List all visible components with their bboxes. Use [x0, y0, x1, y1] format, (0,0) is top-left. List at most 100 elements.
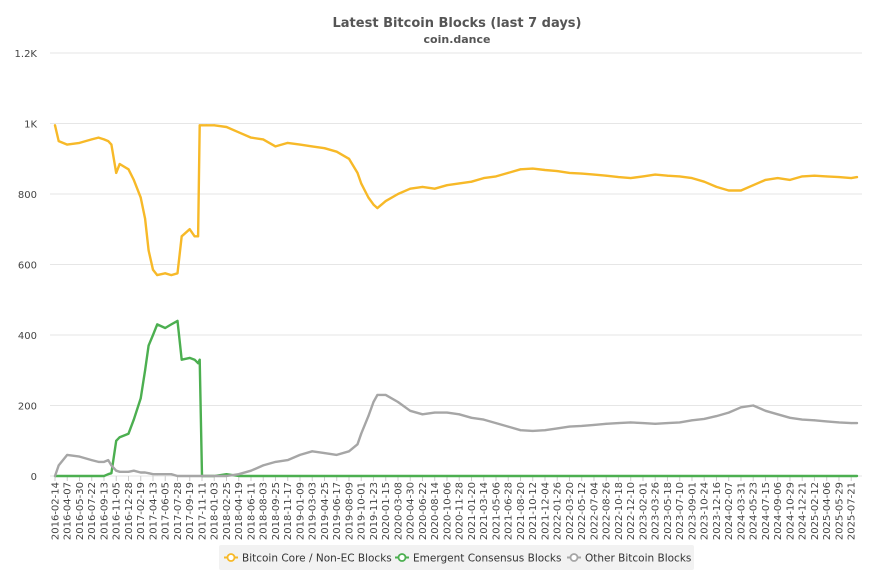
data-point — [360, 475, 363, 477]
data-point — [789, 475, 791, 477]
x-tick-label: 2016-11-05 — [112, 482, 123, 540]
data-point — [629, 475, 632, 477]
data-point — [193, 235, 196, 238]
data-point — [367, 475, 370, 477]
data-point — [176, 319, 179, 322]
data-point — [856, 475, 858, 477]
x-tick-label: 2023-02-01 — [638, 482, 649, 540]
y-tick-label: 1K — [24, 120, 37, 131]
data-point — [654, 422, 657, 425]
legend-label: Other Bitcoin Blocks — [585, 553, 691, 565]
data-point — [568, 425, 571, 428]
data-point — [678, 475, 681, 477]
data-point — [666, 174, 669, 177]
x-tick-label: 2022-08-26 — [602, 482, 613, 540]
legend-label: Emergent Consensus Blocks — [413, 553, 562, 565]
data-point — [144, 471, 147, 474]
data-point — [703, 475, 706, 477]
data-point — [776, 413, 779, 416]
data-point — [838, 176, 840, 179]
x-tick-label: 2021-08-20 — [516, 482, 527, 540]
data-point — [495, 175, 497, 178]
data-point — [201, 124, 203, 127]
legend-item-2[interactable]: Other Bitcoin Blocks — [567, 553, 691, 565]
x-tick-label: 2021-06-28 — [504, 482, 515, 540]
data-point — [691, 177, 693, 180]
data-point — [617, 475, 620, 477]
data-point — [237, 475, 240, 477]
data-point — [323, 452, 326, 455]
data-point — [311, 145, 314, 148]
data-point — [57, 464, 60, 467]
data-point — [642, 422, 644, 425]
data-point — [519, 168, 522, 171]
data-point — [54, 475, 56, 477]
data-point — [335, 475, 338, 477]
data-point — [57, 140, 60, 143]
data-point — [147, 249, 150, 252]
data-point — [198, 358, 201, 361]
data-point — [54, 124, 56, 127]
data-point — [132, 469, 135, 472]
data-point — [107, 459, 110, 462]
data-point — [458, 413, 461, 416]
data-point — [740, 189, 742, 192]
data-point — [856, 422, 858, 425]
data-point — [727, 189, 730, 192]
data-point — [458, 475, 461, 477]
data-point — [409, 475, 412, 477]
data-point — [764, 178, 767, 181]
x-tick-label: 2018-01-03 — [210, 482, 221, 540]
data-point — [384, 393, 387, 396]
data-point — [156, 323, 159, 326]
data-point — [801, 175, 804, 178]
x-tick-label: 2020-04-30 — [406, 482, 417, 540]
x-tick-label: 2025-07-21 — [847, 482, 858, 540]
legend-item-0[interactable]: Bitcoin Core / Non-EC Blocks — [224, 553, 392, 565]
data-point — [170, 473, 173, 476]
x-tick-label: 2020-08-14 — [430, 482, 441, 540]
data-point — [188, 475, 191, 477]
x-tick-label: 2016-05-30 — [75, 482, 86, 540]
data-point — [78, 455, 81, 458]
data-point — [764, 475, 767, 477]
data-point — [850, 422, 853, 425]
x-tick-label: 2022-03-20 — [565, 482, 576, 540]
data-point — [180, 235, 183, 238]
data-point — [205, 124, 208, 127]
x-tick-label: 2023-07-10 — [675, 482, 686, 540]
data-point — [299, 143, 301, 146]
data-point — [642, 475, 644, 477]
data-point — [107, 473, 110, 476]
data-point — [850, 475, 853, 477]
data-point — [176, 475, 179, 477]
data-point — [544, 429, 546, 432]
data-point — [213, 475, 216, 477]
data-point — [193, 475, 196, 477]
data-point — [764, 409, 767, 412]
x-tick-label: 2020-10-06 — [442, 482, 453, 540]
legend-item-1[interactable]: Emergent Consensus Blocks — [395, 553, 562, 565]
x-tick-label: 2020-03-08 — [393, 482, 404, 540]
data-point — [170, 274, 173, 277]
data-point — [144, 217, 147, 220]
data-point — [139, 397, 142, 400]
x-tick-label: 2016-04-07 — [63, 482, 74, 540]
data-point — [118, 436, 121, 439]
x-tick-label: 2020-11-28 — [455, 482, 466, 540]
x-tick-label: 2019-06-17 — [332, 482, 343, 540]
data-point — [323, 475, 326, 477]
data-point — [367, 196, 370, 199]
data-point — [740, 406, 742, 409]
x-tick-label: 2020-01-15 — [381, 482, 392, 540]
data-point — [458, 182, 461, 185]
data-point — [482, 475, 485, 477]
data-point — [127, 432, 130, 435]
data-point — [152, 473, 154, 476]
data-point — [433, 411, 436, 414]
data-point — [110, 143, 113, 146]
data-point — [250, 475, 252, 477]
data-point — [205, 475, 208, 477]
data-point — [286, 141, 289, 144]
data-point — [180, 475, 183, 477]
